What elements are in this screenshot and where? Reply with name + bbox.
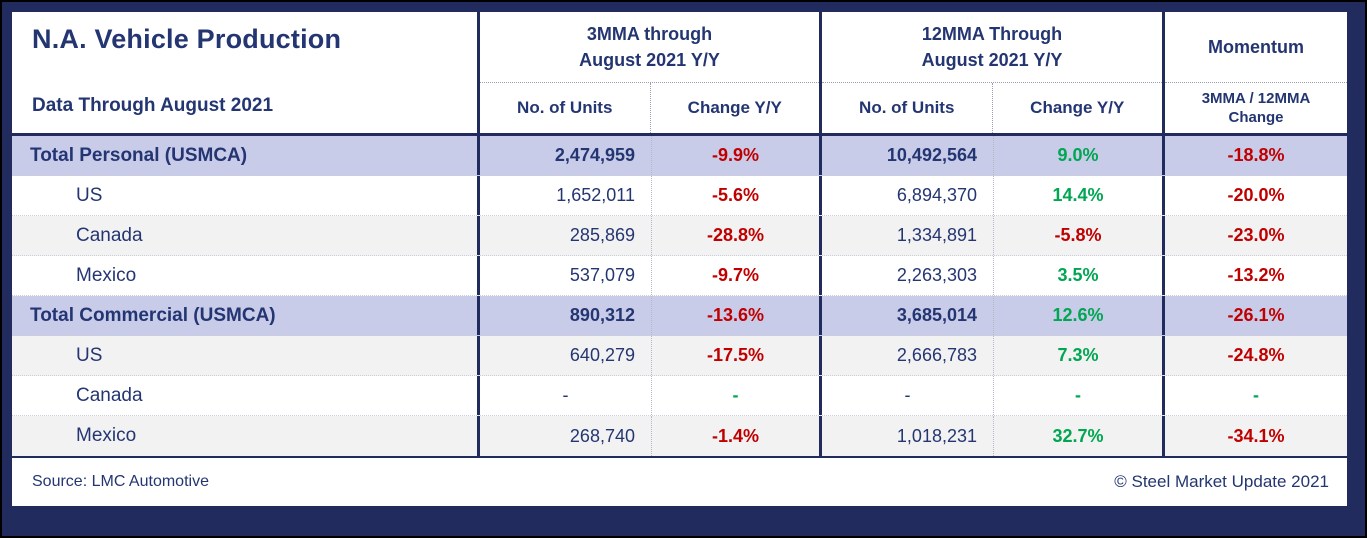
change-3mma-value: -13.6%: [652, 296, 822, 335]
momentum-value: -: [1253, 385, 1259, 405]
group-title-3mma-line2: August 2021 Y/Y: [579, 50, 720, 70]
units-12mma-value: 1,018,231: [822, 416, 994, 456]
table-row: US 640,279 -17.5% 2,666,783 7.3% -24.8%: [12, 336, 1347, 376]
group-title-12mma-line2: August 2021 Y/Y: [921, 50, 1063, 70]
table-row: Total Commercial (USMCA) 890,312 -13.6% 3,6…: [12, 296, 1347, 336]
change-12mma-value: 7.3%: [994, 336, 1165, 375]
units-3mma-value: 285,869: [480, 216, 652, 255]
units-12mma-value: 6,894,370: [822, 176, 994, 215]
column-header-momentum: Momentum: [1165, 12, 1347, 83]
units-3mma-value: 268,740: [480, 416, 652, 456]
column-header-units-3mma: No. of Units: [480, 83, 651, 133]
table-header: N.A. Vehicle Production Data Through Aug…: [12, 12, 1347, 136]
momentum-value: -23.0%: [1227, 225, 1285, 245]
change-3mma-value: -5.6%: [652, 176, 822, 215]
row-label: Canada: [12, 216, 480, 255]
group-header-3mma: 3MMA through August 2021 Y/Y No. of Unit…: [480, 12, 822, 133]
table-row: Canada - - - - -: [12, 376, 1347, 416]
column-header-change-3mma: Change Y/Y: [687, 98, 782, 117]
units-12mma-value: -: [822, 376, 994, 415]
table-row: US 1,652,011 -5.6% 6,894,370 14.4% -20.0%: [12, 176, 1347, 216]
change-12mma-value: -: [994, 376, 1165, 415]
units-3mma-value: -: [480, 376, 652, 415]
column-header-change-12mma: Change Y/Y: [1030, 98, 1125, 117]
change-3mma-value: -9.9%: [652, 136, 822, 175]
change-12mma-value: 32.7%: [994, 416, 1165, 456]
group-title-12mma: 12MMA Through August 2021 Y/Y: [822, 12, 1162, 83]
group-title-3mma: 3MMA through August 2021 Y/Y: [480, 12, 819, 83]
change-12mma-value: 14.4%: [994, 176, 1165, 215]
momentum-value: -13.2%: [1227, 265, 1285, 285]
group-header-12mma: 12MMA Through August 2021 Y/Y No. of Uni…: [822, 12, 1165, 133]
table-footer: Source: LMC Automotive © Steel Market Up…: [12, 458, 1347, 506]
momentum-value: -18.8%: [1227, 145, 1285, 165]
column-header-units-12mma: No. of Units: [822, 83, 993, 133]
group-title-3mma-line1: 3MMA through: [586, 23, 713, 44]
row-label: Total Commercial (USMCA): [12, 296, 480, 335]
units-12mma-value: 2,263,303: [822, 256, 994, 295]
change-12mma-value: 12.6%: [994, 296, 1165, 335]
group-title-12mma-line1: 12MMA Through: [921, 23, 1063, 44]
row-label: US: [12, 336, 480, 375]
table-body: Total Personal (USMCA) 2,474,959 -9.9% 10,4…: [12, 136, 1347, 458]
units-3mma-value: 890,312: [480, 296, 652, 335]
row-label: Mexico: [12, 416, 480, 456]
units-12mma-value: 1,334,891: [822, 216, 994, 255]
row-label: Mexico: [12, 256, 480, 295]
momentum-subheader: 3MMA / 12MMA Change: [1165, 83, 1347, 133]
source-note: Source: LMC Automotive: [32, 473, 209, 490]
row-label: Canada: [12, 376, 480, 415]
subheaders-3mma: No. of Units Change Y/Y: [480, 83, 819, 133]
row-label: US: [12, 176, 480, 215]
change-12mma-value: -5.8%: [994, 216, 1165, 255]
change-3mma-value: -17.5%: [652, 336, 822, 375]
momentum-value: -20.0%: [1227, 185, 1285, 205]
momentum-value: -24.8%: [1227, 345, 1285, 365]
units-3mma-value: 2,474,959: [480, 136, 652, 175]
page-subtitle: Data Through August 2021: [32, 95, 274, 116]
momentum-subheader-line2: Change: [1228, 109, 1284, 126]
table-row: Total Personal (USMCA) 2,474,959 -9.9% 10,4…: [12, 136, 1347, 176]
units-12mma-value: 3,685,014: [822, 296, 994, 335]
change-3mma-value: -28.8%: [652, 216, 822, 255]
momentum-value: -26.1%: [1227, 305, 1285, 325]
subheaders-12mma: No. of Units Change Y/Y: [822, 83, 1162, 133]
table-row: Mexico 268,740 -1.4% 1,018,231 32.7% -34.1%: [12, 416, 1347, 456]
units-12mma-value: 2,666,783: [822, 336, 994, 375]
units-12mma-value: 10,492,564: [822, 136, 994, 175]
row-label: Total Personal (USMCA): [12, 136, 480, 175]
change-3mma-value: -9.7%: [652, 256, 822, 295]
page-title: N.A. Vehicle Production: [32, 24, 342, 54]
change-12mma-value: 3.5%: [994, 256, 1165, 295]
group-header-momentum: Momentum 3MMA / 12MMA Change: [1165, 12, 1347, 133]
change-3mma-value: -1.4%: [652, 416, 822, 456]
copyright: © Steel Market Update 2021: [1114, 472, 1329, 491]
units-3mma-value: 1,652,011: [480, 176, 652, 215]
title-cell: N.A. Vehicle Production Data Through Aug…: [12, 12, 480, 133]
momentum-value: -34.1%: [1227, 425, 1285, 446]
table-row: Canada 285,869 -28.8% 1,334,891 -5.8% -23.0%: [12, 216, 1347, 256]
change-12mma-value: 9.0%: [994, 136, 1165, 175]
units-3mma-value: 537,079: [480, 256, 652, 295]
table-row: Mexico 537,079 -9.7% 2,263,303 3.5% -13.2%: [12, 256, 1347, 296]
production-table: N.A. Vehicle Production Data Through Aug…: [12, 12, 1347, 506]
change-3mma-value: -: [652, 376, 822, 415]
momentum-subheader-line1: 3MMA / 12MMA: [1201, 89, 1311, 107]
units-3mma-value: 640,279: [480, 336, 652, 375]
